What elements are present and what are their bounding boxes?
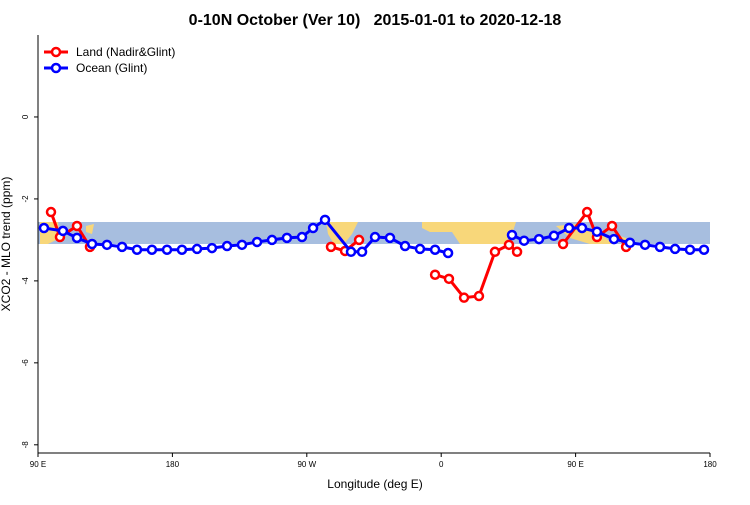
data-point [101, 239, 113, 251]
data-point [581, 206, 593, 218]
data-point [684, 244, 696, 255]
data-point [669, 243, 681, 255]
y-tick-label: -2 [21, 195, 30, 203]
data-point [191, 243, 203, 255]
x-axis-label: Longitude (deg E) [327, 477, 422, 491]
chart-title: 0-10N October (Ver 10) 2015-01-01 to 202… [189, 12, 562, 29]
data-point [57, 225, 69, 237]
data-point [345, 246, 357, 258]
data-point [548, 230, 560, 242]
legend-label: Ocean (Glint) [76, 61, 147, 75]
data-point [533, 233, 545, 245]
y-tick-label: -6 [21, 359, 30, 367]
data-point [576, 222, 588, 234]
data-point [606, 220, 618, 232]
x-tick-label: 90 E [567, 460, 583, 469]
data-point [251, 236, 263, 248]
data-point [399, 240, 411, 252]
data-point [325, 241, 337, 253]
data-point [429, 244, 441, 255]
data-point [698, 244, 710, 255]
data-point [384, 232, 396, 244]
legend-marker [50, 62, 62, 74]
data-point [146, 244, 158, 255]
x-tick-label: 180 [703, 460, 717, 469]
x-tick-label: 180 [166, 460, 180, 469]
data-point [71, 232, 83, 244]
data-point [161, 244, 173, 255]
legend-marker [50, 46, 62, 58]
data-point [557, 238, 569, 250]
x-tick-label: 90 E [30, 460, 46, 469]
data-point [236, 239, 248, 251]
data-point [429, 269, 441, 280]
data-point [45, 206, 57, 218]
y-tick-label: -8 [21, 441, 30, 449]
data-point [442, 247, 454, 259]
data-point [563, 222, 575, 234]
x-tick-label: 0 [439, 460, 444, 469]
data-point [206, 242, 218, 254]
y-axis-label: XCO2 - MLO trend (ppm) [0, 177, 13, 312]
data-point [356, 246, 368, 258]
data-point [591, 226, 603, 237]
data-point [281, 232, 293, 244]
data-point [221, 240, 233, 252]
y-tick-label: -4 [21, 277, 30, 285]
data-point [506, 229, 518, 241]
data-point [458, 292, 470, 303]
x-tick-label: 90 W [297, 460, 316, 469]
data-point [319, 214, 331, 226]
data-point [86, 238, 98, 250]
data-point [518, 235, 530, 246]
series-line [49, 211, 92, 248]
data-point [503, 239, 515, 251]
data-point [414, 243, 426, 255]
data-point [489, 246, 501, 258]
data-point [624, 237, 636, 249]
legend-label: Land (Nadir&Glint) [76, 45, 175, 59]
data-point [511, 246, 523, 258]
data-point [116, 241, 128, 253]
data-point [369, 231, 381, 243]
data-point [654, 241, 666, 253]
data-point [639, 239, 651, 251]
data-point [307, 222, 319, 234]
data-point [71, 220, 83, 232]
data-point [443, 273, 455, 285]
data-point [296, 231, 308, 243]
data-point [353, 234, 365, 246]
y-tick-label: 0 [21, 114, 30, 119]
data-point [38, 222, 50, 234]
data-point [131, 244, 143, 255]
data-point [176, 244, 188, 255]
data-point [473, 290, 485, 302]
data-point [266, 234, 278, 246]
series-line [43, 217, 449, 255]
data-point [608, 233, 620, 245]
